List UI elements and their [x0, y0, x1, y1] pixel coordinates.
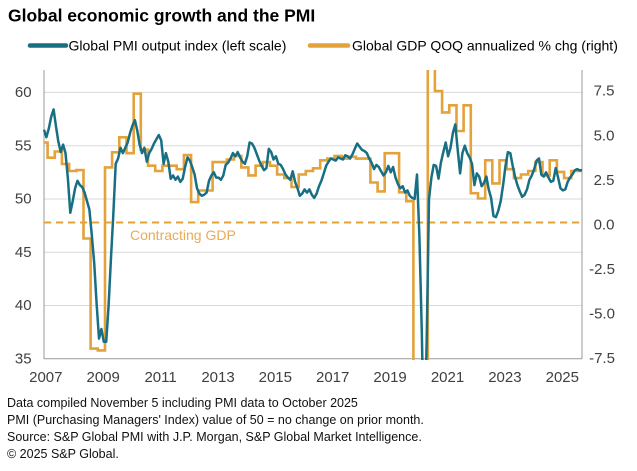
svg-text:PMI (Purchasing Managers' Inde: PMI (Purchasing Managers' Index) value o… — [7, 413, 424, 427]
svg-text:2017: 2017 — [316, 369, 349, 386]
svg-text:2013: 2013 — [201, 369, 234, 386]
svg-text:0.0: 0.0 — [594, 216, 615, 233]
svg-text:5.0: 5.0 — [594, 127, 615, 144]
svg-text:Data compiled November 5 inclu: Data compiled November 5 including PMI d… — [7, 396, 358, 410]
svg-text:45: 45 — [15, 244, 32, 261]
svg-text:Source: S&P Global PMI with J.: Source: S&P Global PMI with J.P. Morgan,… — [7, 430, 422, 444]
svg-text:2019: 2019 — [373, 369, 406, 386]
svg-text:7.5: 7.5 — [594, 83, 615, 100]
svg-text:-5.0: -5.0 — [589, 306, 615, 323]
svg-text:2007: 2007 — [29, 369, 62, 386]
svg-text:© 2025 S&P Global.: © 2025 S&P Global. — [7, 447, 119, 461]
svg-text:50: 50 — [15, 191, 32, 208]
svg-text:Global GDP QOQ annualized % ch: Global GDP QOQ annualized % chg (right) — [352, 38, 618, 54]
svg-text:2021: 2021 — [431, 369, 464, 386]
svg-text:-7.5: -7.5 — [589, 350, 615, 367]
svg-text:Global economic growth and the: Global economic growth and the PMI — [8, 6, 315, 26]
svg-text:35: 35 — [15, 350, 32, 367]
svg-text:2011: 2011 — [144, 369, 176, 386]
svg-text:-2.5: -2.5 — [589, 261, 615, 278]
svg-text:2025: 2025 — [546, 369, 579, 386]
svg-text:2015: 2015 — [259, 369, 292, 386]
svg-text:2.5: 2.5 — [594, 172, 615, 189]
svg-text:40: 40 — [15, 297, 32, 314]
svg-text:Global PMI output index (left: Global PMI output index (left scale) — [69, 38, 287, 54]
svg-text:60: 60 — [15, 84, 32, 101]
svg-text:55: 55 — [15, 137, 32, 154]
svg-text:2009: 2009 — [87, 369, 120, 386]
svg-text:2023: 2023 — [488, 369, 521, 386]
svg-text:Contracting GDP: Contracting GDP — [130, 227, 236, 243]
